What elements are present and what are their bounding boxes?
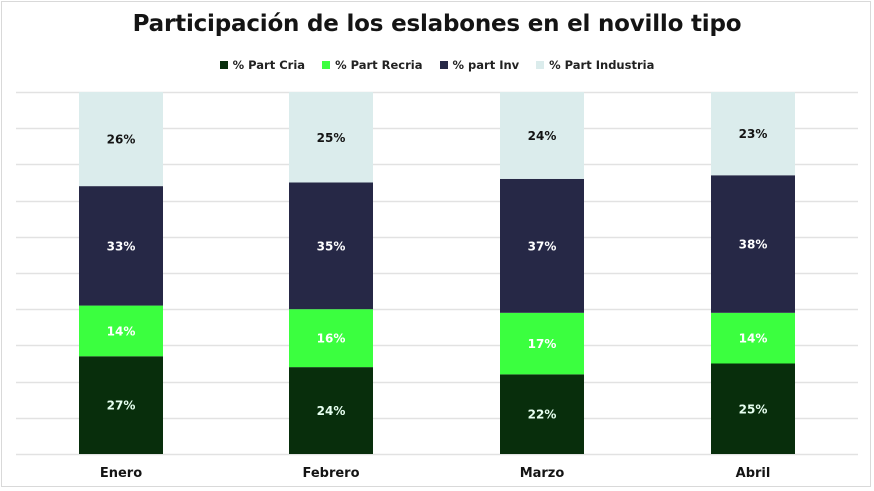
legend-label-industria: % Part Industria: [549, 58, 655, 72]
category-label-abril: Abril: [736, 466, 771, 481]
data-label: 22%: [528, 408, 557, 422]
legend-swatch-recria: [322, 61, 331, 69]
data-label: 24%: [528, 129, 557, 143]
bar-abril-part-inv[interactable]: [711, 175, 795, 313]
legend-item-recria[interactable]: % Part Recria: [322, 58, 423, 72]
bar-febrero-part-recria[interactable]: [289, 309, 373, 368]
data-label: 14%: [739, 332, 768, 346]
legend-item-industria[interactable]: % Part Industria: [536, 58, 654, 72]
bar-enero-part-industria[interactable]: [79, 92, 163, 187]
data-label: 27%: [107, 399, 136, 413]
category-label-enero: Enero: [100, 466, 142, 481]
bar-enero-part-recria[interactable]: [79, 305, 163, 357]
bar-abril-part-industria[interactable]: [711, 92, 795, 176]
bar-abril-part-recria[interactable]: [711, 312, 795, 364]
data-label: 26%: [107, 133, 136, 147]
data-label: 38%: [739, 238, 768, 252]
legend: % Part Cria % Part Recria % part Inv % P…: [0, 58, 874, 72]
legend-item-cria[interactable]: % Part Cria: [219, 58, 306, 72]
bar-febrero-part-inv[interactable]: [289, 182, 373, 310]
legend-swatch-industria: [536, 61, 545, 69]
bar-febrero-part-cria[interactable]: [289, 367, 373, 454]
bar-enero-part-cria[interactable]: [79, 356, 163, 454]
data-label: 33%: [107, 239, 136, 253]
bar-febrero-part-industria[interactable]: [289, 92, 373, 183]
data-label: 17%: [528, 337, 557, 351]
data-label: 37%: [528, 239, 557, 253]
category-labels: Enero Febrero Marzo Abril: [100, 466, 771, 481]
bar-abril-part-cria[interactable]: [711, 363, 795, 455]
category-label-marzo: Marzo: [520, 466, 565, 481]
chart-title: Participación de los eslabones en el nov…: [132, 11, 742, 37]
data-label: 25%: [739, 402, 768, 416]
bar-marzo-part-industria[interactable]: [500, 92, 584, 179]
data-label: 24%: [317, 404, 346, 418]
legend-swatch-cria: [219, 61, 228, 69]
legend-label-cria: % Part Cria: [232, 58, 306, 72]
legend-swatch-inv: [439, 61, 448, 69]
legend-label-inv: % part Inv: [452, 58, 520, 72]
data-label: 23%: [739, 127, 768, 141]
category-label-febrero: Febrero: [302, 466, 359, 481]
data-label: 35%: [317, 239, 346, 253]
bar-enero-part-inv[interactable]: [79, 186, 163, 306]
legend-label-recria: % Part Recria: [335, 58, 423, 72]
bar-marzo-part-cria[interactable]: [500, 374, 584, 454]
bar-labels: 27% 14% 33% 26% 24% 16% 35% 25% 22% 17% 37% 24% 25% 1…: [107, 127, 768, 422]
data-label: 16%: [317, 332, 346, 346]
bar-marzo-part-inv[interactable]: [500, 178, 584, 313]
bar-marzo-part-recria[interactable]: [500, 312, 584, 375]
bars: [79, 92, 795, 454]
data-label: 25%: [317, 131, 346, 145]
legend-item-inv[interactable]: % part Inv: [439, 58, 520, 72]
data-label: 14%: [107, 324, 136, 338]
